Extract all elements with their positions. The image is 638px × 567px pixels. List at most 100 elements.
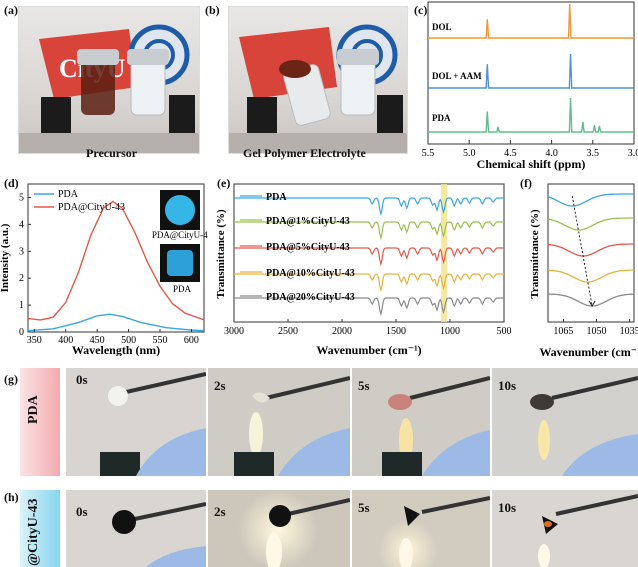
panel-label-h: (h)	[4, 490, 19, 504]
x-tick-label: 600	[184, 335, 199, 346]
y-tick-label: 0	[19, 327, 24, 338]
plot-frame	[427, 1, 635, 145]
time-label: 5s	[358, 378, 370, 393]
series-line	[547, 217, 634, 231]
y-axis-label: Transmittance (%)	[529, 209, 541, 299]
row-label-pda: PDA	[26, 395, 41, 424]
shift-arrow	[571, 195, 593, 307]
x-tick-label: 3.5	[587, 148, 600, 159]
series-line	[547, 269, 634, 283]
x-axis-label: Chemical shift (ppm)	[477, 157, 586, 171]
burn-frame-cityu-5s	[352, 490, 490, 567]
y-tick-label: 1	[19, 300, 24, 311]
series-line	[234, 247, 504, 267]
legend-label-pda-cityu: PDA@CityU-43	[58, 202, 125, 213]
row-label-pda-cityu: @CityU-43	[26, 498, 41, 566]
series-line	[548, 293, 635, 307]
panel-label-e: (e)	[217, 176, 231, 190]
burn-frame-pda-0s	[66, 368, 206, 476]
caption-b: Gel Polymer Electrolyte	[243, 146, 366, 160]
ftir-zoom-chart: 1065 1050 1035 Wavenumber (cm⁻¹) Transmitt…	[529, 183, 638, 359]
time-label: 2s	[214, 504, 226, 519]
burn-frame-cityu-10s	[492, 490, 638, 567]
panel-label-g: (g)	[4, 372, 18, 386]
y-tick-label: 4	[19, 219, 24, 230]
y-tick-label: 3	[19, 246, 24, 257]
series-label: PDA	[266, 192, 287, 203]
x-tick-label: 400	[58, 335, 73, 346]
burn-frame-pda-2s	[208, 368, 350, 476]
series-line	[234, 197, 504, 217]
y-tick-label: 5	[19, 192, 24, 203]
series-line	[234, 297, 504, 317]
x-tick-label: 500	[497, 326, 512, 337]
x-axis-label: Wavelength (nm)	[72, 343, 160, 356]
x-axis-label: Wavenumber (cm⁻¹)	[316, 343, 421, 356]
x-tick-label: 1065	[553, 326, 573, 337]
inset-label-pda: PDA	[173, 284, 192, 294]
series-line	[27, 313, 205, 332]
time-label: 0s	[76, 504, 88, 519]
caption-a: Precursor	[86, 146, 138, 160]
row-band-pda	[20, 368, 60, 476]
pl-spectra-chart: 350 400 450 500 550 600 0 1 2 3 4 5 Wavelength (nm)…	[0, 183, 208, 356]
x-tick-label: 350	[27, 335, 42, 346]
highlight-band	[441, 184, 448, 322]
burn-frame-cityu-0s	[66, 490, 206, 567]
x-tick-label: 5.0	[463, 148, 476, 159]
row-band-pda-cityu	[20, 490, 60, 567]
x-tick-label: 1500	[386, 326, 406, 337]
series-line	[234, 221, 504, 241]
series-label: PDA	[432, 113, 451, 123]
series-label: PDA@10%CityU-43	[266, 268, 355, 279]
x-tick-label: 3.0	[628, 148, 638, 159]
series-label: DOL	[432, 22, 452, 32]
x-tick-label: 3000	[224, 326, 244, 337]
x-tick-label: 1000	[440, 326, 460, 337]
series-line	[547, 193, 634, 207]
burn-frame-pda-10s	[492, 368, 638, 476]
nmr-chart: DOL DOL + AAM PDA 5.5 5.0 4.5 4.0 3.5 3.0 Chemi…	[422, 1, 638, 171]
plot-frame	[547, 183, 635, 323]
series-label: PDA@5%CityU-43	[266, 242, 350, 253]
legend-label-pda: PDA	[58, 189, 79, 200]
time-label: 10s	[498, 378, 517, 393]
gel-electrolyte-photo	[228, 6, 408, 154]
x-tick-label: 2000	[332, 326, 352, 337]
y-axis-label: Intensity (a.u.)	[0, 223, 11, 292]
series-line	[234, 273, 504, 293]
x-tick-label: 4.5	[504, 148, 517, 159]
x-tick-label: 550	[153, 335, 168, 346]
inset-label-pda-cityu: PDA@CityU-43	[152, 230, 208, 240]
series-label: PDA@1%CityU-43	[266, 216, 350, 227]
panel-label-d: (d)	[4, 176, 19, 190]
x-tick-label: 2500	[278, 326, 298, 337]
x-tick-label: 1050	[587, 326, 607, 337]
x-tick-label: 1035	[620, 326, 638, 337]
series-line	[428, 3, 634, 39]
x-tick-label: 5.5	[422, 148, 435, 159]
x-tick-label: 4.0	[545, 148, 558, 159]
series-line	[27, 200, 205, 321]
series-label: PDA@20%CityU-43	[266, 292, 355, 303]
arrow-head	[588, 300, 596, 307]
y-tick-label: 2	[19, 273, 24, 284]
series-line	[428, 97, 634, 133]
x-tick-label: 450	[90, 335, 105, 346]
ftir-chart: PDA PDA@1%CityU-43 PDA@5%CityU-43 PDA@10%Ci…	[215, 183, 512, 356]
x-tick-label: 500	[121, 335, 136, 346]
burn-frame-cityu-2s	[208, 490, 350, 567]
burn-frame-pda-5s	[352, 368, 490, 476]
series-label: DOL + AAM	[432, 71, 482, 81]
panel-label-f: (f)	[520, 176, 532, 190]
time-label: 5s	[358, 500, 370, 515]
series-line	[428, 53, 634, 89]
time-label: 2s	[214, 378, 226, 393]
time-label: 0s	[76, 372, 88, 387]
series-line	[547, 243, 634, 257]
panel-label-c: (c)	[414, 3, 428, 17]
panel-label-b: (b)	[205, 3, 220, 17]
precursor-photo: CityU	[18, 6, 200, 154]
time-label: 10s	[498, 500, 517, 515]
x-axis-label: Wavenumber (cm⁻¹)	[539, 345, 638, 359]
